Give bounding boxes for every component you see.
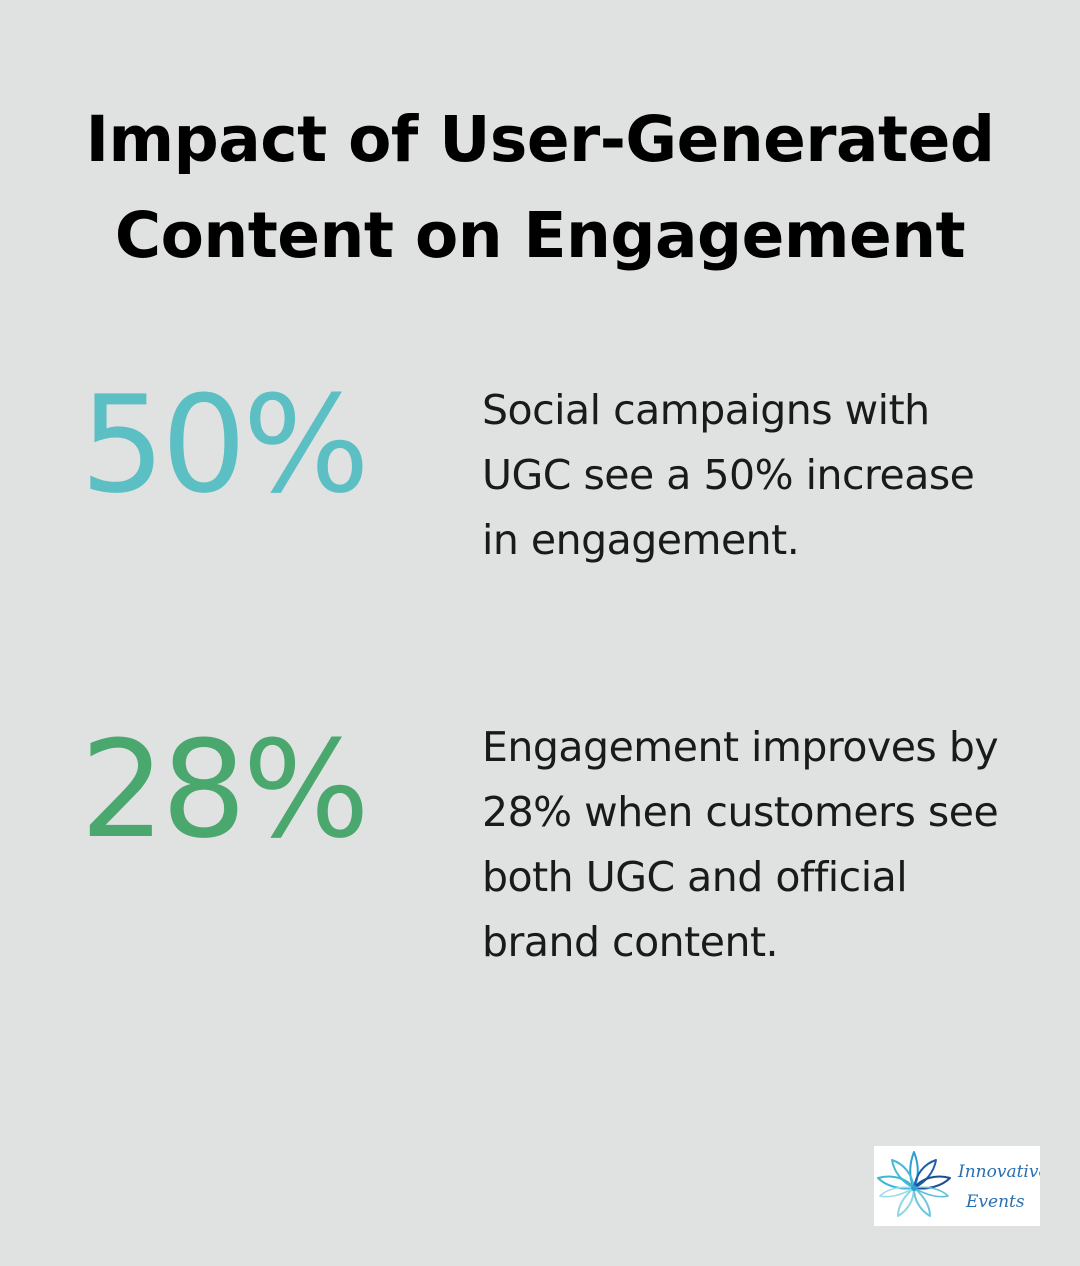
lotus-flower-icon: Innovative Events bbox=[877, 1151, 1040, 1217]
logo-line-2: Events bbox=[965, 1192, 1025, 1212]
logo-line-1: Innovative bbox=[957, 1162, 1040, 1182]
stat-value: 28% bbox=[80, 712, 370, 868]
page-title: Impact of User-Generated Content on Enga… bbox=[85, 103, 995, 272]
stat-value: 50% bbox=[80, 367, 370, 523]
stat-description: Social campaigns with UGC see a 50% incr… bbox=[482, 386, 975, 564]
stat-description: Engagement improves by 28% when customer… bbox=[482, 723, 999, 966]
brand-logo: Innovative Events bbox=[874, 1146, 1040, 1226]
